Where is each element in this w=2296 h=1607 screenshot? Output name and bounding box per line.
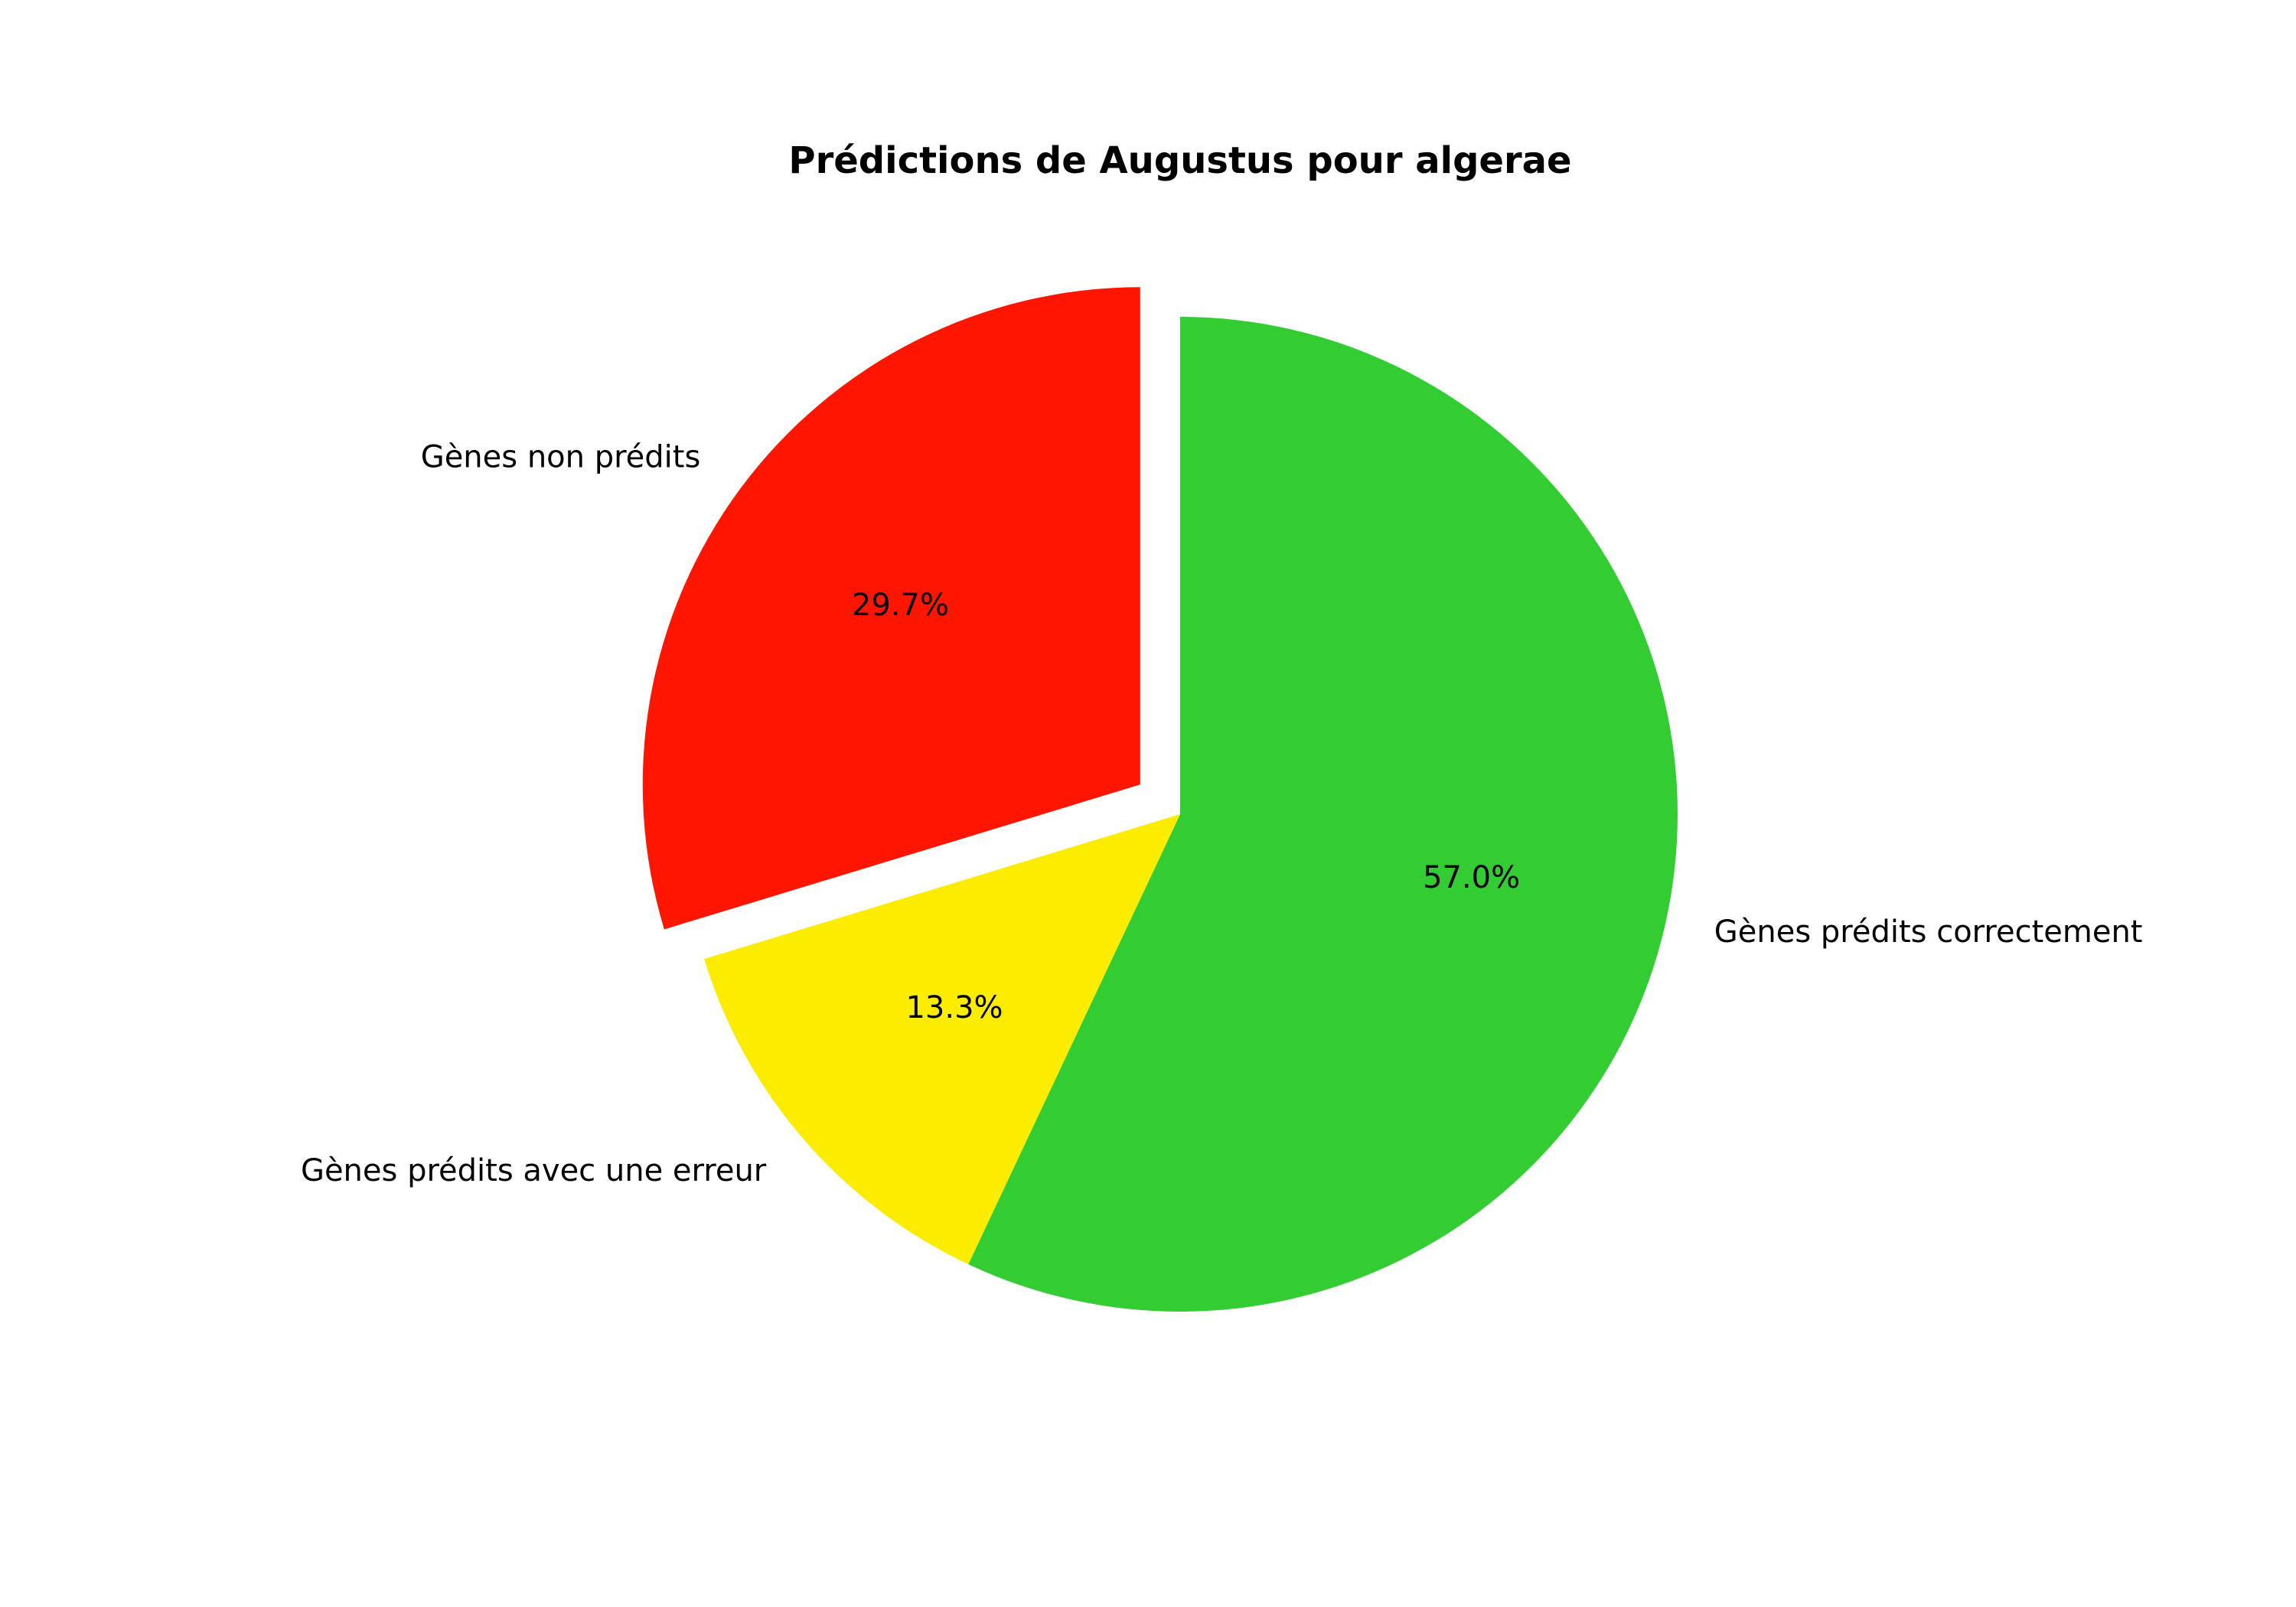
slice-label-1: Gènes prédits correctement <box>1714 914 2143 950</box>
slice-label-2: Gènes prédits avec une erreur <box>301 1153 767 1188</box>
chart-title: Prédictions de Augustus pour algerae <box>788 139 1571 182</box>
pie-slice-2 <box>704 814 1180 1265</box>
pie-slice-1 <box>968 317 1678 1312</box>
slice-percent-2: 13.3% <box>905 990 1003 1025</box>
slice-percent-1: 57.0% <box>1423 860 1520 895</box>
pie-labels: Gènes prédits correctement 57.0% Gènes pré… <box>301 440 2143 1188</box>
slice-label-3: Gènes non prédits <box>421 440 701 475</box>
pie-slices <box>642 287 1678 1312</box>
pie-slice-3 <box>642 287 1140 930</box>
slice-percent-3: 29.7% <box>852 588 949 623</box>
